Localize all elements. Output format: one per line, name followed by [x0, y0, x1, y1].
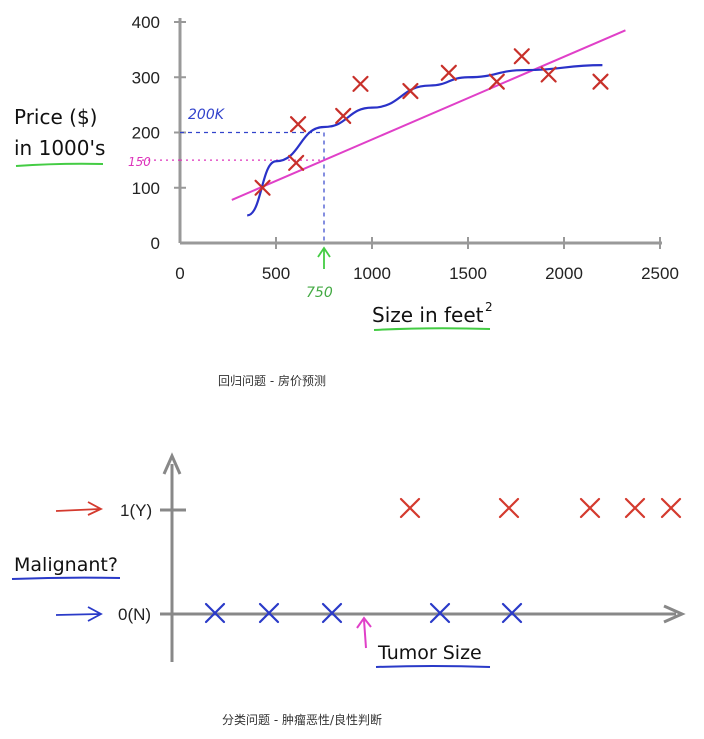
x-marker-arrow — [317, 246, 331, 269]
benign-point — [258, 602, 280, 624]
regression-chart: 0 500 1000 1500 2000 2500 0 100 200 300 400 Price … — [14, 13, 679, 331]
y-tick-label-1y: 1(Y) — [120, 501, 152, 520]
x-axis-label: Size in feet — [372, 303, 484, 327]
y-label-underline — [15, 162, 104, 167]
x-axis-label-exponent: 2 — [485, 300, 493, 314]
y-axis-arrow — [162, 452, 182, 475]
x-tick-label: 1500 — [449, 264, 487, 283]
x-label-underline — [375, 665, 491, 668]
x-axis-arrow — [663, 604, 686, 624]
x-tick-label: 500 — [262, 264, 290, 283]
malignant-point — [498, 497, 520, 519]
data-point — [289, 116, 307, 133]
data-point — [592, 73, 609, 90]
benign-point — [429, 602, 451, 624]
linear-fit-line — [231, 29, 626, 201]
y-tick-label: 400 — [132, 13, 160, 32]
regression-caption: 回归问题 - 房价预测 — [218, 374, 326, 388]
data-point — [352, 75, 369, 92]
benign-point — [204, 602, 226, 624]
y-marker-label-150: 150 — [128, 155, 151, 169]
data-point — [254, 179, 271, 196]
malignant-point — [579, 497, 601, 519]
y-marker-label-200k: 200K — [188, 107, 226, 123]
classification-caption: 分类问题 - 肿瘤恶性/良性判断 — [222, 713, 383, 727]
y-label-underline — [11, 576, 121, 580]
data-point — [288, 154, 305, 171]
malignant-point — [399, 497, 421, 519]
x-tick-label: 0 — [175, 264, 184, 283]
y-axis-label: Malignant? — [14, 554, 118, 576]
data-point — [335, 107, 352, 125]
x-axis-label: Tumor Size — [377, 642, 482, 664]
data-point — [540, 66, 557, 83]
malignant-point — [660, 497, 682, 519]
data-point — [488, 73, 505, 90]
benign-point — [321, 602, 343, 624]
data-point — [402, 82, 419, 100]
classification-chart: 1(Y) 0(N) Malignant? Tumor Size — [11, 452, 686, 668]
x-tick-label: 2000 — [545, 264, 583, 283]
y-tick-label-0n: 0(N) — [118, 605, 151, 624]
x-marker-label-750: 750 — [306, 285, 333, 301]
x-label-underline — [373, 327, 491, 331]
threshold-arrow — [356, 616, 372, 649]
y-tick-label: 100 — [132, 179, 160, 198]
x-tick-label: 2500 — [641, 264, 679, 283]
y-axis-label-line1: Price ($) — [14, 105, 97, 129]
data-point — [440, 64, 457, 81]
y-tick-label: 300 — [132, 68, 160, 87]
y-axis-label-line2: in 1000's — [14, 136, 105, 160]
y-tick-label: 200 — [132, 124, 160, 143]
curve-fit-line — [246, 63, 603, 217]
y-tick-label: 0 — [151, 234, 160, 253]
x-tick-label: 1000 — [353, 264, 391, 283]
malignant-point — [624, 497, 646, 519]
data-point — [513, 48, 530, 65]
arrow-to-0n — [55, 606, 103, 622]
arrow-to-1y — [55, 501, 104, 516]
benign-point — [501, 602, 523, 624]
